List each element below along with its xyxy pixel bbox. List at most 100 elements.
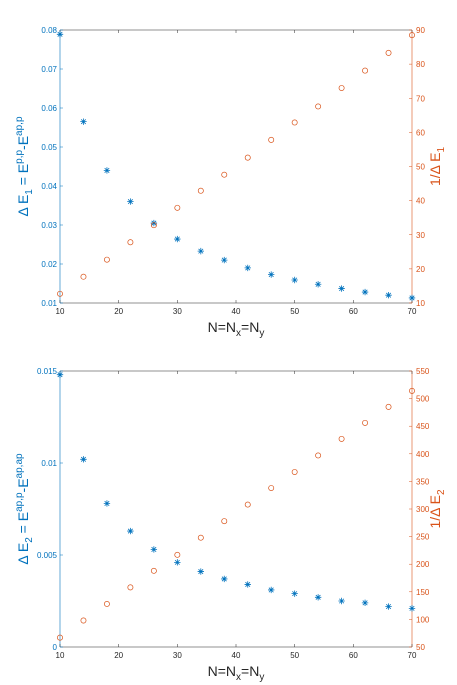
data-point-circle [221,171,228,178]
data-point-star [56,371,64,378]
y-left-tick-label: 0.08 [41,26,57,35]
data-point-star [80,118,87,125]
y-right-tick-label: 60 [416,128,425,137]
data-point-star [174,235,181,243]
y-right-tick-label: 450 [416,422,430,431]
x-axis-label: N=Nx=Ny [208,663,265,683]
y-right-tick-label: 150 [416,588,430,597]
y-left-tick-label: 0.005 [37,551,58,560]
data-point-circle [244,501,251,508]
data-point-star [103,500,111,507]
data-point-circle [80,273,87,280]
data-point-circle [127,584,134,591]
bottom-panel: 10 20 30 40 50 60 70 0 0.005 0.01 0.015 50 100 150 200… [14,367,447,683]
y-right-tick-label: 80 [416,60,425,69]
data-point-circle [174,204,181,211]
y-right-tick-label: 40 [416,197,425,206]
data-point-star [291,590,298,597]
data-point-circle [103,256,110,263]
x-axis-label: N=Nx=Ny [208,319,265,339]
y-left-tick-label: 0.07 [41,65,57,74]
x-tick-label: 70 [408,307,417,316]
top-panel: 10 20 30 40 50 60 70 0.01 0.02 0.03 0.04 0.05 0.06 0.… [14,26,447,339]
y-left-tick-label: 0.04 [41,182,57,191]
data-point-circle [127,239,134,246]
data-point-circle [362,419,369,426]
data-point-star [268,586,275,594]
data-point-circle [338,85,345,91]
data-point-star [150,219,158,227]
data-point-circle [103,600,110,607]
data-point-star [408,605,416,612]
data-point-circle [385,49,392,56]
y-right-tick-label: 20 [416,265,425,274]
x-tick-label: 50 [290,307,299,316]
x-tick-label: 40 [232,651,241,660]
data-point-circle [150,222,157,229]
x-tick-label: 70 [408,651,417,660]
y-right-tick-label: 90 [416,26,425,35]
data-point-star [80,456,87,463]
data-point-circle [315,452,322,459]
y-left-tick-label: 0.06 [41,104,57,113]
x-tick-label: 10 [56,651,65,660]
y-left-axis-label: Δ E2 = Eap,p-Eap,ap [14,453,35,565]
data-point-star [197,568,204,575]
data-point-star [361,288,369,296]
data-point-star [127,198,134,205]
x-tick-label: 40 [232,307,241,316]
data-point-star [150,546,158,553]
y-right-tick-label: 30 [416,231,425,240]
y-left-tick-label: 0.03 [41,221,57,230]
data-point-star [385,603,392,610]
data-point-circle [174,551,181,558]
x-tick-label: 20 [114,651,123,660]
data-point-star [268,271,275,278]
data-point-circle [338,435,345,442]
data-point-star [361,599,369,607]
y-left-tick-label: 0.02 [41,260,57,269]
x-tick-label: 30 [173,651,182,660]
data-point-star [103,167,111,174]
data-point-star [244,264,251,272]
y-right-tick-label: 50 [416,163,425,172]
y-right-tick-label: 350 [416,477,430,486]
data-point-star [244,581,251,588]
x-tick-label: 60 [349,307,358,316]
data-point-star [221,256,228,264]
data-point-circle [268,136,275,143]
data-point-star [291,276,298,284]
data-point-circle [291,469,298,475]
y-right-tick-label: 70 [416,94,425,103]
data-point-circle [409,387,415,394]
data-point-circle [385,403,392,410]
x-tick-label: 50 [290,651,299,660]
y-right-tick-label: 400 [416,450,430,459]
data-point-circle [409,32,415,39]
y-left-tick-label: 0.015 [37,367,58,376]
data-point-circle [362,67,369,74]
data-point-circle [268,485,275,491]
data-point-star [174,559,181,566]
data-point-circle [197,534,204,541]
data-point-circle [244,154,251,161]
data-point-star [221,575,228,583]
y-left-tick-label: 0.01 [41,459,57,468]
y-right-axis-label: 1/Δ E1 [427,147,447,186]
data-point-star [314,281,322,288]
data-point-circle [57,290,63,297]
data-point-star [385,292,392,299]
y-right-tick-label: 300 [416,505,430,514]
x-tick-label: 60 [349,651,358,660]
data-point-star [338,597,345,605]
data-point-circle [57,634,63,641]
data-point-circle [315,103,322,110]
y-right-tick-label: 50 [416,643,425,652]
data-point-circle [150,567,157,574]
data-point-circle [221,518,228,525]
data-point-star [197,247,204,255]
x-tick-label: 30 [173,307,182,316]
y-right-tick-label: 550 [416,367,430,376]
y-right-tick-label: 100 [416,615,430,624]
